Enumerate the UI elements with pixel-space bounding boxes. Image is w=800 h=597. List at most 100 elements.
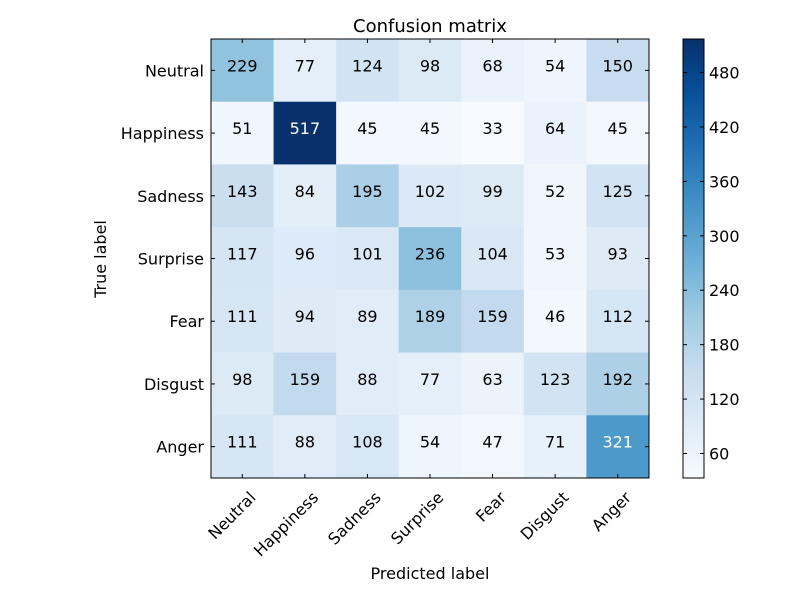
cell-value-label: 89 [357,307,377,326]
heatmap-cell [523,227,587,291]
heatmap-cell [211,227,275,291]
heatmap-cell [336,289,400,354]
colorbar-tick-label: 420 [709,118,740,137]
cell-value-label: 124 [352,56,383,75]
heatmap-cell [336,101,400,165]
y-tick-label: Sadness [137,187,204,206]
heatmap-cell [523,101,587,165]
cell-value-label: 93 [608,245,628,264]
cell-value-label: 229 [227,56,258,75]
x-axis-label: Predicted label [371,564,490,583]
colorbar-tick-label: 300 [709,227,740,246]
heatmap-cell [336,352,400,416]
heatmap-cell [273,39,337,103]
cell-value-label: 150 [602,56,633,75]
cell-value-label: 102 [415,182,446,201]
cell-value-label: 45 [420,119,440,138]
heatmap-cell [586,39,650,103]
heatmap-cell [523,39,587,103]
colorbar-tick-label: 480 [709,64,740,83]
cell-value-label: 112 [602,307,633,326]
cell-value-label: 321 [602,433,633,452]
heatmap-cell [273,415,337,479]
cell-value-label: 94 [295,307,315,326]
cell-value-label: 98 [420,56,440,75]
colorbar-tick-label: 240 [709,281,740,300]
heatmap-cell [398,289,462,354]
cell-value-label: 84 [295,182,315,201]
y-tick-labels: Neutral Happiness Sadness Surprise Fear Disgu… [121,61,205,456]
heatmap-cell [336,415,400,479]
y-tick-label: Neutral [145,61,204,80]
heatmap-cell [523,415,587,479]
heatmap-cells [211,39,650,479]
heatmap-cell [398,415,462,479]
cell-value-label: 98 [232,370,252,389]
heatmap-cell [211,101,275,165]
heatmap-cell [523,352,587,416]
cell-value-label: 195 [352,182,383,201]
heatmap-cell [586,289,650,354]
cell-value-label: 111 [227,307,258,326]
cell-value-label: 77 [420,370,440,389]
heatmap-cell [211,289,275,354]
heatmap-cell [523,164,587,228]
heatmap-cell [461,39,525,103]
heatmap-cell [211,39,275,103]
cell-value-label: 54 [545,56,565,75]
heatmap-cell [461,289,525,354]
colorbar-tick-label: 60 [709,445,729,464]
heatmap-cell [586,415,650,479]
cell-value-label: 189 [415,307,446,326]
heatmap-cell [586,101,650,165]
y-tick-label: Disgust [144,375,204,394]
heatmap-cell [211,415,275,479]
heatmap-cell [336,164,400,228]
heatmap-cell [586,164,650,228]
cell-value-label: 45 [608,119,628,138]
cell-value-label: 52 [545,182,565,201]
heatmap-cell [273,289,337,354]
cell-value-label: 46 [545,307,565,326]
cell-value-label: 77 [295,56,315,75]
y-tick-label: Anger [156,438,204,457]
chart-title: Confusion matrix [353,16,507,37]
cell-value-label: 143 [227,182,258,201]
heatmap-cell [586,227,650,291]
y-axis-label: True label [91,220,110,299]
cell-value-label: 159 [477,307,508,326]
cell-value-label: 101 [352,245,383,264]
heatmap-cell [586,352,650,416]
cell-value-label: 517 [290,119,321,138]
heatmap-cell [398,101,462,165]
heatmap-cell [273,101,337,165]
cell-value-label: 96 [295,245,315,264]
colorbar [682,38,705,479]
cell-value-label: 111 [227,433,258,452]
colorbar-tick-label: 120 [709,390,740,409]
heatmap-cell [461,227,525,291]
axis-ticks [211,39,649,478]
colorbar-ticks: 60 120 180 240 300 360 420 480 [683,64,740,464]
cell-value-label: 63 [482,370,502,389]
cell-value-label: 125 [602,182,633,201]
heatmap-cell [461,164,525,228]
cell-value-label: 47 [482,433,502,452]
cell-value-label: 117 [227,245,258,264]
cell-value-label: 54 [420,433,440,452]
heatmap-cell [398,352,462,416]
cell-value-label: 68 [482,56,502,75]
cell-value-label: 53 [545,245,565,264]
cell-value-label: 159 [290,370,321,389]
y-tick-label: Fear [169,312,204,331]
cell-value-label: 33 [482,119,502,138]
heatmap-cell [461,352,525,416]
cell-value-label: 64 [545,119,565,138]
cell-value-label: 71 [545,433,565,452]
cell-value-label: 45 [357,119,377,138]
heatmap-cell [211,164,275,228]
y-tick-label: Surprise [138,250,204,269]
cell-value-label: 99 [482,182,502,201]
y-tick-label: Happiness [121,124,204,143]
